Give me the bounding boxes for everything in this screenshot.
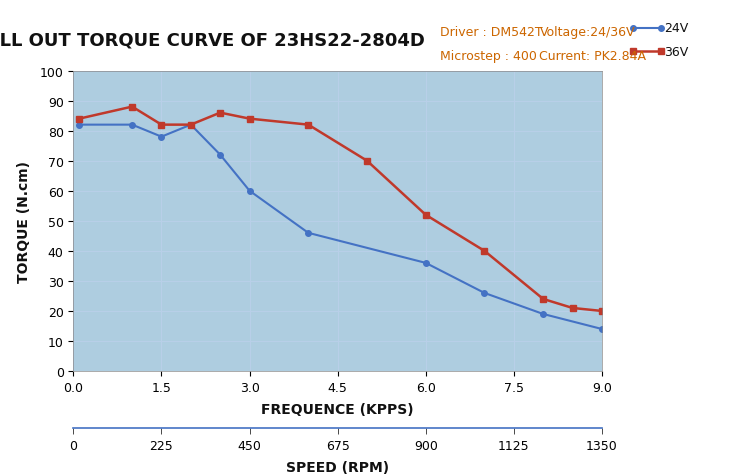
24V: [597, 327, 606, 332]
24V: [304, 230, 313, 236]
24V: [157, 135, 166, 140]
Text: Driver : DM542T: Driver : DM542T: [440, 26, 543, 39]
36V: [363, 159, 371, 164]
36V: [157, 122, 166, 128]
36V: [75, 117, 84, 122]
Text: Microstep : 400: Microstep : 400: [440, 50, 537, 63]
24V: [216, 152, 225, 158]
Y-axis label: TORQUE (N.cm): TORQUE (N.cm): [18, 160, 32, 282]
36V: [304, 122, 313, 128]
24V: [186, 122, 195, 128]
Text: Voltage:24/36V: Voltage:24/36V: [539, 26, 635, 39]
Text: 36V: 36V: [664, 46, 688, 59]
Line: 36V: 36V: [76, 104, 606, 315]
36V: [539, 297, 548, 302]
Text: 24V: 24V: [664, 22, 688, 35]
36V: [128, 105, 137, 110]
Text: Current: PK2.84A: Current: PK2.84A: [539, 50, 647, 63]
24V: [128, 122, 137, 128]
24V: [75, 122, 84, 128]
24V: [539, 311, 548, 317]
Line: 24V: 24V: [76, 123, 605, 332]
Text: PULL OUT TORQUE CURVE OF 23HS22-2804D: PULL OUT TORQUE CURVE OF 23HS22-2804D: [0, 31, 424, 49]
X-axis label: FREQUENCE (KPPS): FREQUENCE (KPPS): [261, 402, 414, 416]
36V: [597, 308, 606, 314]
24V: [421, 260, 430, 266]
X-axis label: SPEED (RPM): SPEED (RPM): [286, 460, 389, 474]
36V: [216, 110, 225, 116]
24V: [245, 188, 254, 194]
36V: [480, 248, 489, 254]
36V: [186, 122, 195, 128]
24V: [480, 290, 489, 296]
36V: [568, 306, 577, 311]
36V: [421, 212, 430, 218]
36V: [245, 117, 254, 122]
